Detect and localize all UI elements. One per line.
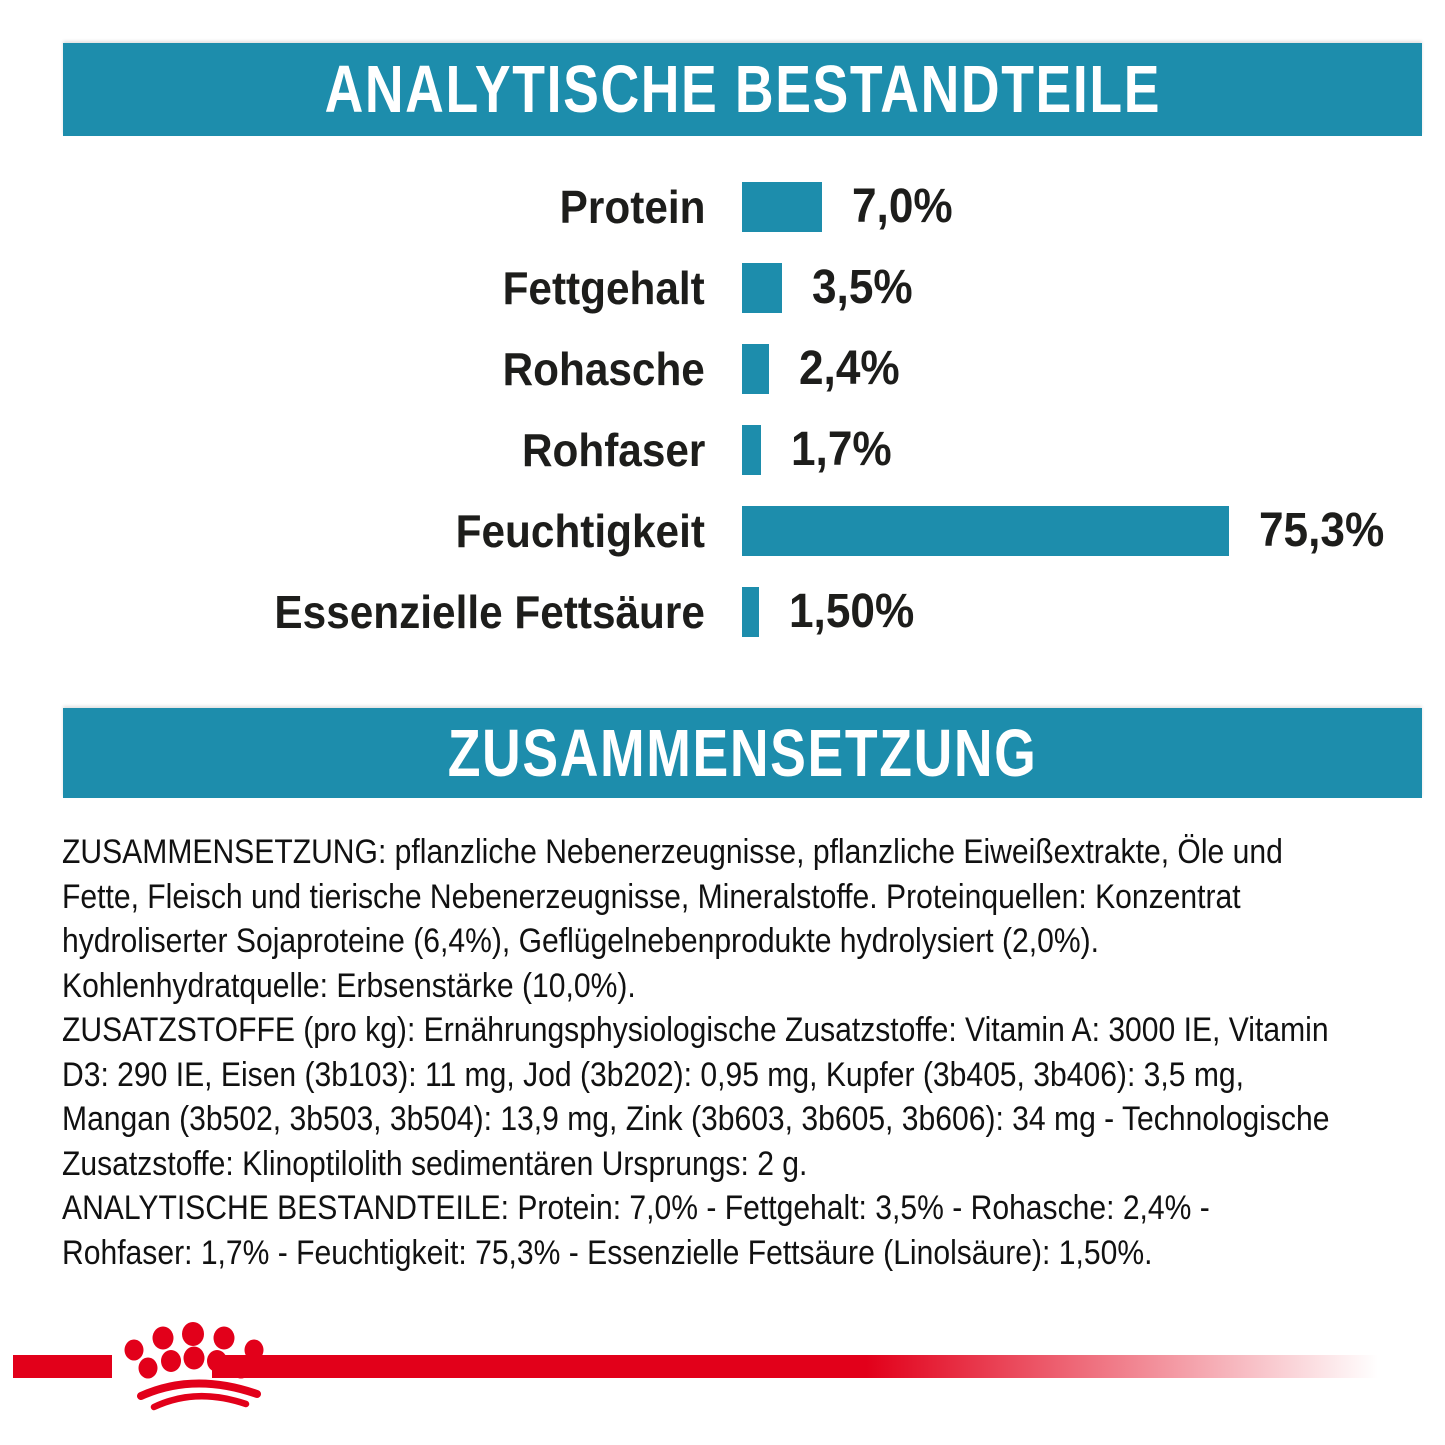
composition-line-analytische-bestandteile: ANALYTISCHE BESTANDTEILE: Protein: 7,0% … xyxy=(62,1189,1210,1227)
chart-bar xyxy=(742,586,759,637)
chart-value-label: 1,50% xyxy=(789,585,915,638)
composition-line-zusatzstoffe: D3: 290 IE, Eisen (3b103): 11 mg, Jod (3… xyxy=(62,1055,1245,1094)
chart-value-label: 3,5% xyxy=(812,261,913,314)
chart-bar xyxy=(742,343,769,394)
chart-value-label: 2,4% xyxy=(799,342,900,395)
analytic-constituents-title: ANALYTISCHE BESTANDTEILE xyxy=(324,52,1161,127)
chart-bar xyxy=(742,262,782,313)
analytic-constituents-chart: Protein 7,0% Fettgehalt 3,5% Rohasche 2,4% Roh… xyxy=(0,166,1445,652)
analytic-constituents-banner: ANALYTISCHE BESTANDTEILE xyxy=(63,43,1422,136)
chart-bar xyxy=(742,424,761,475)
composition-line-zusatzstoffe: ZUSATZSTOFFE (pro kg): Ernährungsphysiol… xyxy=(62,1011,1329,1049)
composition-line-zusatzstoffe: Zusatzstoffe: Klinoptilolith sedimentäre… xyxy=(62,1144,808,1183)
chart-category-label: Essenzielle Fettsäure xyxy=(274,585,705,638)
composition-banner: ZUSAMMENSETZUNG xyxy=(63,708,1422,798)
chart-value-label: 1,7% xyxy=(791,423,892,476)
composition-text: ZUSAMMENSETZUNG: pflanzliche Nebenerzeug… xyxy=(62,830,1425,1275)
logo-red-bar-left xyxy=(13,1355,112,1378)
chart-bar xyxy=(742,505,1229,556)
royal-canin-crown-icon xyxy=(124,1322,264,1411)
composition-line-zusatzstoffe: Mangan (3b502, 3b503, 3b504): 13,9 mg, Z… xyxy=(62,1100,1330,1138)
chart-row-feuchtigkeit: Feuchtigkeit 75,3% xyxy=(0,490,1445,571)
chart-category-label: Fettgehalt xyxy=(502,261,705,314)
chart-value-label: 7,0% xyxy=(852,180,953,233)
composition-line-zusammensetzung: Kohlenhydratquelle: Erbsenstärke (10,0%)… xyxy=(62,966,636,1005)
chart-row-rohfaser: Rohfaser 1,7% xyxy=(0,409,1445,490)
chart-bar xyxy=(742,181,822,232)
composition-line-zusammensetzung: ZUSAMMENSETZUNG: pflanzliche Nebenerzeug… xyxy=(62,833,1283,871)
composition-line-analytische-bestandteile: Rohfaser: 1,7% - Feuchtigkeit: 75,3% - E… xyxy=(62,1233,1153,1272)
chart-category-label: Protein xyxy=(559,180,705,233)
composition-line-zusammensetzung: hydroliserter Sojaproteine (6,4%), Geflü… xyxy=(62,922,1099,960)
logo-red-band-right xyxy=(212,1355,1402,1378)
chart-category-label: Rohasche xyxy=(502,342,705,395)
composition-title: ZUSAMMENSETZUNG xyxy=(447,715,1038,791)
chart-row-rohasche: Rohasche 2,4% xyxy=(0,328,1445,409)
chart-category-label: Rohfaser xyxy=(521,423,705,476)
composition-line-zusammensetzung: Fette, Fleisch und tierische Nebenerzeug… xyxy=(62,877,1241,916)
chart-row-fettgehalt: Fettgehalt 3,5% xyxy=(0,247,1445,328)
chart-category-label: Feuchtigkeit xyxy=(455,504,705,557)
chart-row-protein: Protein 7,0% xyxy=(0,166,1445,247)
chart-row-essenzielle-fetts-ure: Essenzielle Fettsäure 1,50% xyxy=(0,571,1445,652)
chart-value-label: 75,3% xyxy=(1259,504,1385,557)
